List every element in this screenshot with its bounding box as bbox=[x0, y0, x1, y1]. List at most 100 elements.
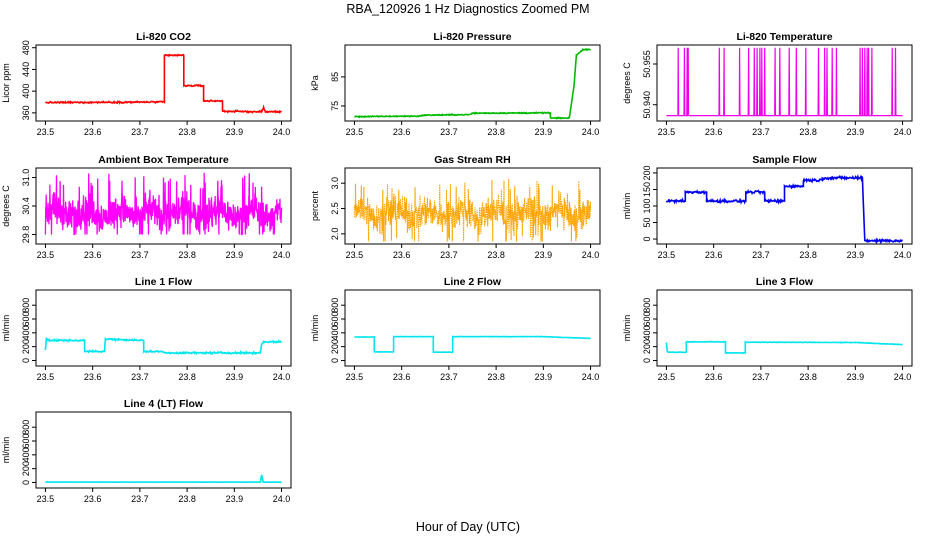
x-tick-label: 23.7 bbox=[752, 372, 770, 382]
y-tick-label: 600 bbox=[642, 312, 652, 327]
y-axis-label: ml/min bbox=[1, 437, 11, 464]
x-tick-label: 23.6 bbox=[705, 250, 723, 260]
y-tick-label: 200 bbox=[642, 165, 652, 180]
y-tick-label: 800 bbox=[642, 298, 652, 313]
y-axis-label: Licor ppm bbox=[1, 63, 11, 103]
x-tick-label: 24.0 bbox=[273, 127, 291, 137]
y-tick-label: 400 bbox=[21, 84, 31, 99]
y-tick-label: 600 bbox=[21, 434, 31, 449]
x-tick-label: 23.5 bbox=[37, 372, 55, 382]
x-tick-label: 23.7 bbox=[752, 250, 770, 260]
panel-rh: Gas Stream RH percent 23.5 23.6 23.7 23.8 23.9… bbox=[310, 154, 601, 260]
x-tick-label: 23.5 bbox=[37, 494, 55, 504]
y-tick-label: 400 bbox=[21, 325, 31, 340]
plot-frame bbox=[344, 44, 601, 122]
x-tick-label: 23.7 bbox=[131, 127, 149, 137]
x-tick-label: 24.0 bbox=[273, 250, 291, 260]
x-tick-label: 23.7 bbox=[752, 127, 770, 137]
y-tick-label: 800 bbox=[330, 298, 340, 313]
x-tick-label: 23.8 bbox=[178, 250, 196, 260]
panel-sample: Sample Flow ml/min 23.5 23.6 23.7 23.8 23.9 24.… bbox=[622, 154, 913, 260]
x-tick-label: 24.0 bbox=[894, 127, 912, 137]
y-tick-label: 100 bbox=[642, 198, 652, 213]
y-axis-label: ml/min bbox=[310, 315, 320, 342]
y-tick-label: 480 bbox=[21, 40, 31, 55]
x-tick-label: 23.8 bbox=[799, 372, 817, 382]
x-tick-label: 23.9 bbox=[226, 250, 244, 260]
y-tick-label: 600 bbox=[21, 312, 31, 327]
x-tick-label: 23.6 bbox=[393, 127, 411, 137]
panel-title: Line 4 (LT) Flow bbox=[124, 398, 204, 410]
y-tick-label: 0 bbox=[330, 358, 340, 363]
x-tick-label: 23.9 bbox=[847, 127, 865, 137]
x-tick-label: 23.7 bbox=[131, 372, 149, 382]
plot-area bbox=[353, 178, 592, 242]
y-tick-label: 360 bbox=[21, 105, 31, 120]
x-tick-label: 23.9 bbox=[535, 250, 553, 260]
y-tick-label: 2.0 bbox=[330, 228, 340, 241]
x-tick-label: 23.9 bbox=[226, 494, 244, 504]
x-tick-label: 23.8 bbox=[799, 127, 817, 137]
y-tick-label: 150 bbox=[642, 182, 652, 197]
y-tick-label: 200 bbox=[330, 339, 340, 354]
x-tick-label: 23.5 bbox=[346, 250, 364, 260]
x-tick-label: 24.0 bbox=[894, 250, 912, 260]
panel-title: Li-820 Pressure bbox=[433, 31, 511, 43]
series-line bbox=[665, 340, 903, 354]
x-tick-label: 23.7 bbox=[131, 494, 149, 504]
y-tick-label: 600 bbox=[330, 312, 340, 327]
series-line bbox=[44, 172, 283, 236]
x-tick-label: 23.6 bbox=[84, 250, 102, 260]
y-tick-label: 0 bbox=[21, 358, 31, 363]
panel-temperature: Li-820 Temperature degrees C 23.5 23.6 23.7 2… bbox=[622, 31, 913, 137]
y-axis-label: degrees C bbox=[622, 62, 632, 104]
y-tick-label: 0 bbox=[642, 358, 652, 363]
x-tick-label: 23.5 bbox=[658, 372, 676, 382]
x-tick-label: 23.8 bbox=[487, 250, 505, 260]
x-tick-label: 23.8 bbox=[178, 372, 196, 382]
plot-area bbox=[666, 47, 903, 117]
x-tick-label: 23.7 bbox=[440, 127, 458, 137]
x-tick-label: 23.6 bbox=[393, 250, 411, 260]
panel-line2: Line 2 Flow ml/min 23.5 23.6 23.7 23.8 23.9 24.… bbox=[310, 276, 601, 382]
y-tick-label: 3.0 bbox=[330, 177, 340, 190]
panel-title: Line 3 Flow bbox=[756, 276, 814, 288]
panel-title: Gas Stream RH bbox=[434, 154, 510, 166]
x-tick-label: 24.0 bbox=[894, 372, 912, 382]
x-tick-label: 24.0 bbox=[582, 250, 600, 260]
x-tick-label: 23.5 bbox=[346, 127, 364, 137]
y-tick-label: 85 bbox=[330, 72, 340, 82]
plot-frame bbox=[344, 289, 601, 367]
plot-area bbox=[45, 53, 282, 115]
y-tick-label: 400 bbox=[642, 325, 652, 340]
panel-title: Line 1 Flow bbox=[135, 276, 193, 288]
x-tick-label: 23.5 bbox=[37, 250, 55, 260]
x-tick-label: 23.8 bbox=[799, 250, 817, 260]
x-tick-label: 23.8 bbox=[178, 127, 196, 137]
y-tick-label: 50.940 bbox=[642, 91, 652, 119]
x-tick-label: 23.6 bbox=[84, 372, 102, 382]
panel-title: Line 2 Flow bbox=[444, 276, 502, 288]
y-axis-label: kPa bbox=[310, 75, 320, 91]
plot-frame bbox=[35, 44, 292, 122]
figure-xlabel: Hour of Day (UTC) bbox=[416, 520, 520, 534]
panel-title: Li-820 Temperature bbox=[736, 31, 832, 43]
figure-title: RBA_120926 1 Hz Diagnostics Zoomed PM bbox=[346, 2, 589, 16]
y-tick-label: 2.5 bbox=[330, 202, 340, 215]
x-tick-label: 23.8 bbox=[487, 127, 505, 137]
panel-title: Li-820 CO2 bbox=[136, 31, 191, 43]
series-line bbox=[45, 474, 282, 484]
plot-area bbox=[44, 172, 283, 236]
y-tick-label: 440 bbox=[21, 62, 31, 77]
series-line bbox=[665, 173, 904, 244]
plot-frame bbox=[656, 167, 913, 245]
plot-frame bbox=[344, 167, 601, 245]
y-tick-label: 30.4 bbox=[21, 197, 31, 215]
panel-co2: Li-820 CO2 Licor ppm 23.5 23.6 23.7 23.8 23.9 2… bbox=[1, 31, 292, 137]
x-tick-label: 23.9 bbox=[226, 127, 244, 137]
x-tick-label: 23.9 bbox=[847, 372, 865, 382]
x-tick-label: 23.5 bbox=[37, 127, 55, 137]
y-tick-label: 50.955 bbox=[642, 50, 652, 78]
panel-boxtemp: Ambient Box Temperature degrees C 23.5 23.6… bbox=[1, 154, 292, 260]
